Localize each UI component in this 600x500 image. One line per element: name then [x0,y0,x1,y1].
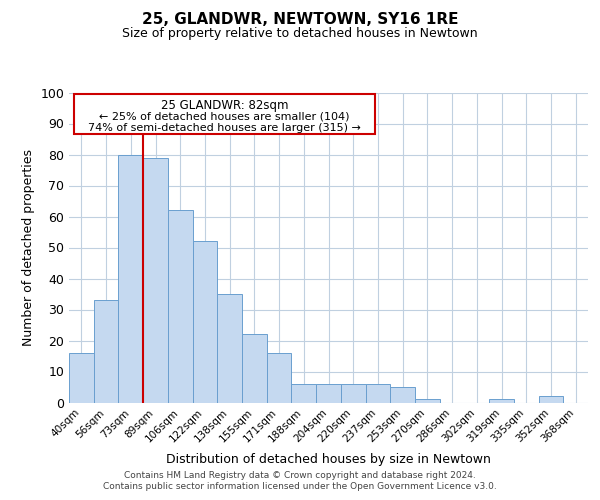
Bar [539,396,563,402]
Y-axis label: Number of detached properties: Number of detached properties [22,149,35,346]
Bar [415,400,440,402]
Text: Contains public sector information licensed under the Open Government Licence v3: Contains public sector information licen… [103,482,497,491]
Bar [390,387,415,402]
Text: 74% of semi-detached houses are larger (315) →: 74% of semi-detached houses are larger (… [88,123,361,133]
X-axis label: Distribution of detached houses by size in Newtown: Distribution of detached houses by size … [166,452,491,466]
Text: 25, GLANDWR, NEWTOWN, SY16 1RE: 25, GLANDWR, NEWTOWN, SY16 1RE [142,12,458,28]
Text: Contains HM Land Registry data © Crown copyright and database right 2024.: Contains HM Land Registry data © Crown c… [124,471,476,480]
Bar [69,353,94,403]
Bar [341,384,365,402]
Bar [143,158,168,402]
Text: 25 GLANDWR: 82sqm: 25 GLANDWR: 82sqm [161,98,289,112]
Bar [118,154,143,402]
Bar [168,210,193,402]
Bar [267,353,292,403]
Bar [316,384,341,402]
Bar [365,384,390,402]
Text: ← 25% of detached houses are smaller (104): ← 25% of detached houses are smaller (10… [100,111,350,121]
Bar [193,242,217,402]
Text: Size of property relative to detached houses in Newtown: Size of property relative to detached ho… [122,28,478,40]
Bar [292,384,316,402]
FancyBboxPatch shape [74,94,375,134]
Bar [94,300,118,402]
Bar [242,334,267,402]
Bar [489,400,514,402]
Bar [217,294,242,403]
